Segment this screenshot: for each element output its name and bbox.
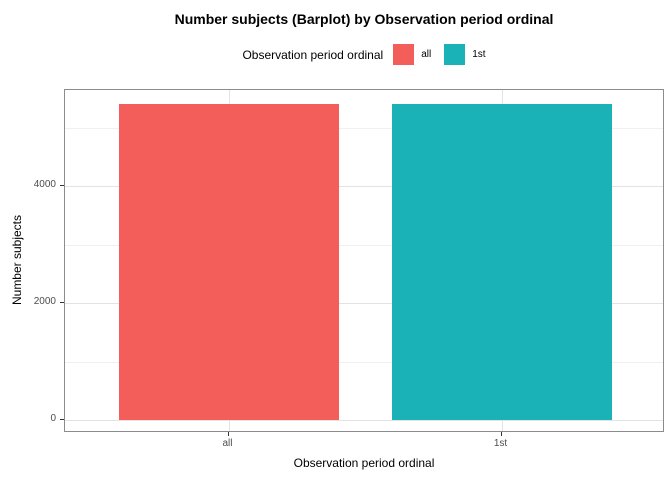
y-tick-label: 0	[50, 413, 56, 424]
y-axis-title: Number subjects	[10, 214, 24, 306]
legend-item: 1st	[444, 44, 486, 65]
gridline-major	[65, 303, 663, 304]
gridline-major	[65, 186, 663, 187]
y-tick-mark	[60, 302, 64, 303]
chart-title: Number subjects (Barplot) by Observation…	[174, 11, 554, 27]
y-tick-mark	[60, 419, 64, 420]
legend-item-label: 1st	[472, 49, 486, 60]
gridline-minor	[65, 244, 663, 246]
y-tick-mark	[60, 185, 64, 186]
gridline-minor	[65, 127, 663, 129]
legend-swatch	[444, 44, 466, 65]
y-tick-label: 2000	[33, 296, 56, 307]
x-tick-label: 1st	[493, 438, 508, 449]
gridline-major	[65, 420, 663, 421]
bar-all	[118, 104, 339, 420]
legend-item: all	[393, 44, 431, 65]
legend-items: all 1st	[393, 44, 486, 65]
x-tick-label: all	[222, 438, 233, 449]
legend-item-label: all	[421, 49, 432, 60]
gridline-minor	[65, 361, 663, 363]
legend-title: Observation period ordinal	[242, 47, 384, 62]
bar-1st	[391, 104, 612, 420]
y-tick-label: 4000	[33, 179, 56, 190]
plot-panel	[64, 89, 664, 432]
legend-swatch	[393, 44, 415, 65]
x-tick-mark	[227, 432, 229, 436]
legend: Observation period ordinal all 1st	[64, 43, 664, 66]
x-axis-title: Observation period ordinal	[293, 456, 435, 470]
x-tick-mark	[500, 432, 502, 436]
